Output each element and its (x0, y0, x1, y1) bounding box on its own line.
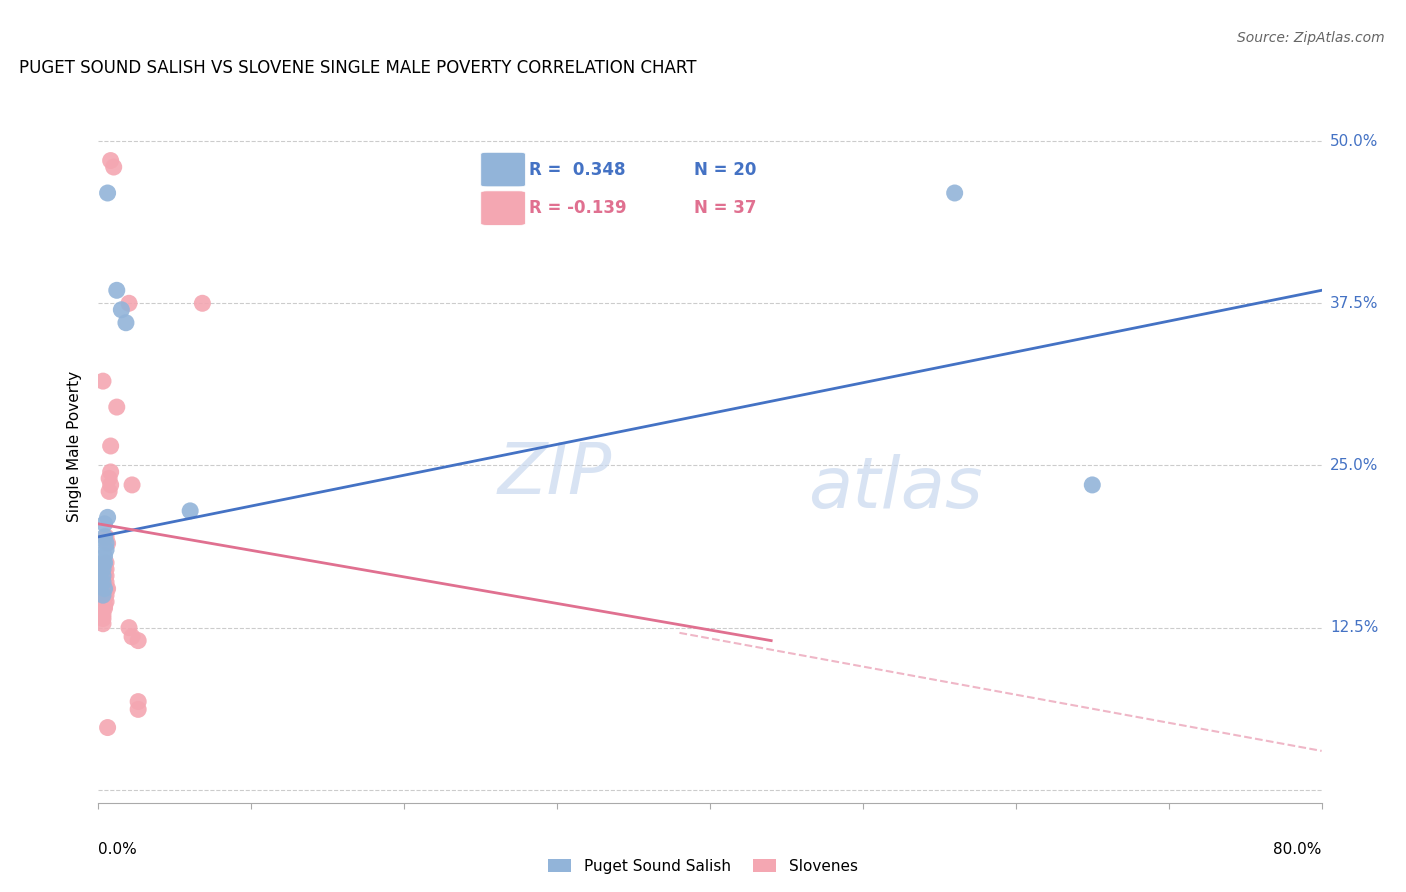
Point (94, 588, 117, 602)
Point (100, 153, 122, 168)
Point (1081, 478, 1104, 492)
Point (179, 504, 201, 518)
Text: 80.0%: 80.0% (1274, 842, 1322, 857)
Point (93, 601, 115, 615)
Text: 50.0%: 50.0% (1330, 134, 1378, 149)
Point (118, 296, 141, 310)
Point (91, 607, 114, 622)
Text: 12.5%: 12.5% (1330, 620, 1378, 635)
Text: ZIP: ZIP (498, 440, 612, 509)
Point (127, 633, 149, 648)
Text: N = 20: N = 20 (695, 161, 756, 178)
Point (97, 536, 120, 550)
Point (93, 599, 115, 613)
Point (94, 562, 117, 576)
Y-axis label: Single Male Poverty: Single Male Poverty (67, 370, 83, 522)
FancyBboxPatch shape (481, 153, 526, 186)
Point (115, 316, 138, 330)
Text: 25.0%: 25.0% (1330, 458, 1378, 473)
Point (97, 510, 120, 524)
Point (121, 478, 143, 492)
Point (943, 186, 966, 200)
Point (110, 302, 132, 317)
Text: R = -0.139: R = -0.139 (529, 199, 626, 217)
Point (93, 562, 115, 576)
Point (94, 582, 117, 596)
Point (100, 465, 122, 479)
Point (98, 471, 121, 485)
Point (93, 556, 115, 570)
Point (91, 556, 114, 570)
Point (91, 616, 114, 631)
Point (118, 621, 141, 635)
Point (105, 283, 128, 297)
Point (97, 186, 120, 200)
Point (91, 562, 114, 576)
Point (93, 582, 115, 596)
Point (100, 478, 122, 492)
Point (121, 630, 143, 644)
Text: atlas: atlas (808, 454, 983, 524)
Point (94, 530, 117, 544)
Point (127, 702, 149, 716)
Point (91, 588, 114, 602)
Point (93, 549, 115, 564)
Point (93, 591, 115, 605)
Point (94, 575, 117, 590)
Point (94, 542, 117, 557)
Point (191, 296, 214, 310)
Text: 0.0%: 0.0% (98, 842, 138, 857)
Point (93, 588, 115, 602)
Point (91, 575, 114, 590)
Point (97, 721, 120, 735)
Legend: Puget Sound Salish, Slovenes: Puget Sound Salish, Slovenes (543, 853, 863, 880)
Point (91, 568, 114, 582)
Text: R =  0.348: R = 0.348 (529, 161, 626, 178)
Text: 37.5%: 37.5% (1330, 296, 1378, 310)
Point (97, 582, 120, 596)
Text: N = 37: N = 37 (695, 199, 756, 217)
Point (93, 530, 115, 544)
Point (91, 374, 114, 388)
Text: PUGET SOUND SALISH VS SLOVENE SINGLE MALE POVERTY CORRELATION CHART: PUGET SOUND SALISH VS SLOVENE SINGLE MAL… (18, 59, 696, 77)
Point (94, 536, 117, 550)
Point (100, 439, 122, 453)
Point (103, 160, 125, 174)
Point (93, 568, 115, 582)
Point (93, 516, 115, 531)
Point (94, 556, 117, 570)
Point (94, 568, 117, 582)
Point (94, 595, 117, 609)
Point (105, 400, 128, 414)
FancyBboxPatch shape (481, 191, 526, 226)
Point (98, 484, 121, 499)
Text: Source: ZipAtlas.com: Source: ZipAtlas.com (1237, 31, 1385, 45)
Point (91, 611, 114, 625)
Point (127, 695, 149, 709)
